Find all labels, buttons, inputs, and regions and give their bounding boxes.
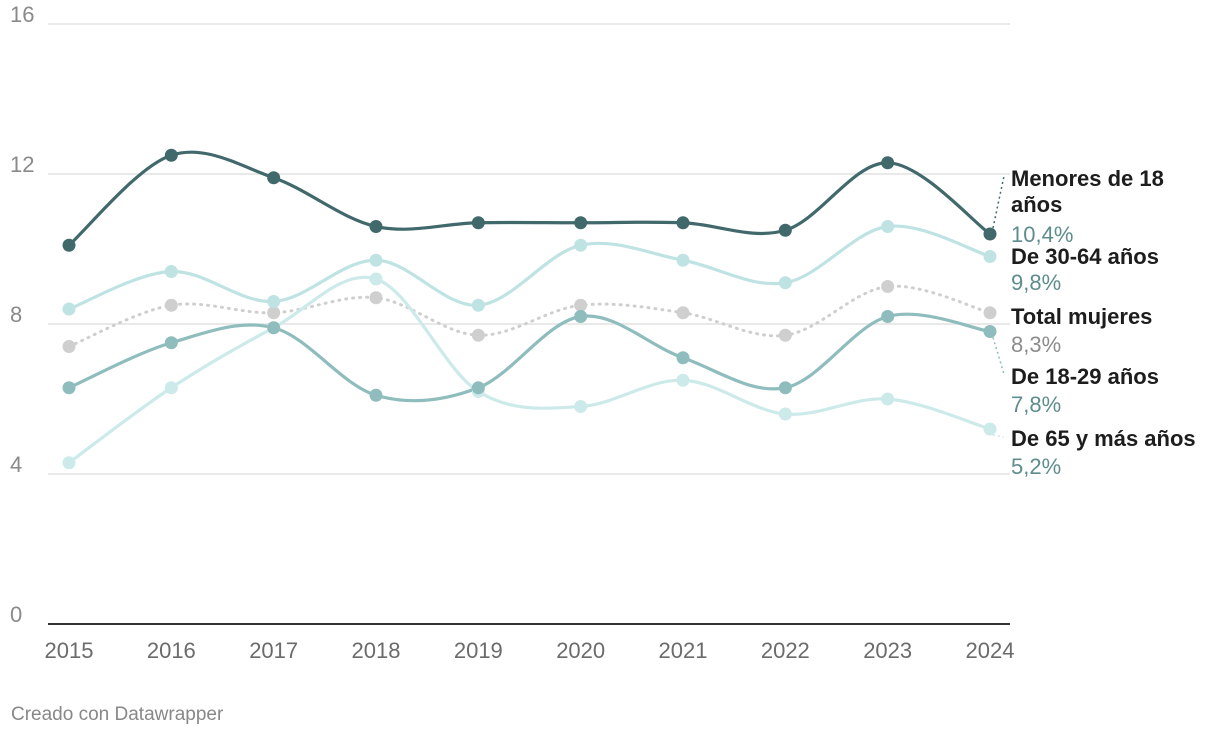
x-tick-label: 2015: [45, 638, 94, 663]
series-label-total-mujeres: Total mujeres: [1011, 304, 1152, 329]
x-tick-label: 2019: [454, 638, 503, 663]
data-point-de-18-29-anos: [369, 388, 383, 402]
data-point-de-65-y-mas-anos: [983, 422, 997, 436]
data-point-de-65-y-mas-anos: [164, 381, 178, 395]
data-point-total-mujeres: [676, 306, 690, 320]
data-point-de-18-29-anos: [881, 310, 895, 323]
data-point-menores-de-18-anos: [676, 216, 690, 230]
data-point-de-18-29-anos: [164, 336, 178, 350]
data-point-de-18-29-anos: [471, 381, 485, 395]
series-label-de-65-y-mas-anos: De 65 y más años: [1011, 426, 1196, 451]
y-axis-ticks: 0 4 8 12 16: [10, 2, 34, 627]
label-leader-line: [992, 337, 1005, 375]
series-value-de-18-29-anos: 7,8%: [1011, 392, 1061, 417]
data-point-de-30-64-anos: [471, 298, 485, 312]
data-point-de-65-y-mas-anos: [881, 392, 895, 406]
data-point-menores-de-18-anos: [574, 216, 588, 230]
x-tick-label: 2017: [249, 638, 298, 663]
data-point-menores-de-18-anos: [778, 223, 792, 237]
data-point-de-18-29-anos: [676, 351, 690, 365]
data-point-de-30-64-anos: [369, 253, 383, 267]
data-point-de-65-y-mas-anos: [369, 272, 383, 286]
data-point-de-30-64-anos: [267, 295, 281, 308]
data-point-total-mujeres: [369, 291, 383, 305]
x-axis-ticks: 2015 2016 2017 2018 2019 2020 2021 2022 2023 2024: [45, 638, 1015, 663]
data-point-de-30-64-anos: [62, 302, 76, 316]
data-point-de-18-29-anos: [574, 310, 588, 323]
series-line-de-65-y-mas-anos: [67, 275, 992, 465]
data-point-total-mujeres: [164, 298, 178, 312]
credit-text: Creado con Datawrapper: [11, 704, 224, 725]
series-label-de-18-29-anos: De 18-29 años: [1011, 364, 1159, 389]
line-chart: 0 4 8 12 16 2015 2016 2017 2018 2019 2020 2021 2022…: [10, 2, 1196, 663]
series-value-menores-de-18-anos: 10,4%: [1011, 222, 1073, 247]
label-leader-line: [992, 175, 1005, 229]
data-point-menores-de-18-anos: [267, 171, 281, 185]
data-point-de-30-64-anos: [164, 265, 178, 278]
data-point-de-30-64-anos: [881, 220, 895, 233]
series-line-de-30-64-anos: [67, 224, 992, 311]
x-tick-label: 2020: [556, 638, 605, 663]
x-tick-label: 2016: [147, 638, 196, 663]
series-label-menores-de-18-anos: Menores de 18: [1011, 166, 1164, 191]
data-point-menores-de-18-anos: [62, 238, 76, 252]
data-point-de-65-y-mas-anos: [62, 456, 76, 470]
data-point-total-mujeres: [574, 298, 588, 312]
data-point-de-18-29-anos: [983, 325, 997, 338]
x-tick-label: 2021: [659, 638, 708, 663]
label-leader-line: [992, 434, 1005, 438]
data-point-menores-de-18-anos: [369, 220, 383, 233]
x-tick-label: 2023: [863, 638, 912, 663]
series-points: [62, 148, 997, 470]
data-point-de-18-29-anos: [778, 381, 792, 395]
data-point-de-18-29-anos: [267, 321, 281, 335]
x-tick-label: 2018: [352, 638, 401, 663]
y-tick-label: 4: [10, 452, 22, 477]
y-tick-label: 8: [10, 302, 22, 327]
series-label-de-30-64-anos: De 30-64 años: [1011, 244, 1159, 269]
series-line-menores-de-18-anos: [67, 150, 992, 247]
data-point-de-30-64-anos: [574, 238, 588, 252]
data-point-total-mujeres: [778, 328, 792, 342]
x-tick-label: 2024: [966, 638, 1015, 663]
data-point-de-65-y-mas-anos: [574, 400, 588, 413]
y-tick-label: 16: [10, 2, 34, 27]
data-point-total-mujeres: [62, 340, 76, 353]
series-value-total-mujeres: 8,3%: [1011, 332, 1061, 357]
data-point-menores-de-18-anos: [983, 227, 997, 241]
series-line-total-mujeres: [67, 284, 992, 348]
grid-lines: [48, 23, 1010, 625]
x-tick-label: 2022: [761, 638, 810, 663]
series-label-menores-de-18-anos: años: [1011, 192, 1062, 217]
data-point-total-mujeres: [881, 280, 895, 293]
series-labels: Total mujeres 8,3% De 65 y más años 5,2% De …: [992, 166, 1196, 479]
data-point-total-mujeres: [983, 306, 997, 320]
data-point-de-65-y-mas-anos: [676, 373, 690, 387]
series-value-de-30-64-anos: 9,8%: [1011, 270, 1061, 295]
y-tick-label: 0: [10, 602, 22, 627]
data-point-de-30-64-anos: [778, 276, 792, 290]
data-point-de-30-64-anos: [983, 250, 997, 263]
data-point-total-mujeres: [267, 306, 281, 320]
data-point-de-30-64-anos: [676, 253, 690, 267]
series-lines: [67, 150, 992, 465]
series-value-de-65-y-mas-anos: 5,2%: [1011, 454, 1061, 479]
y-tick-label: 12: [10, 152, 34, 177]
data-point-total-mujeres: [471, 328, 485, 342]
data-point-menores-de-18-anos: [881, 156, 895, 170]
data-point-de-65-y-mas-anos: [778, 407, 792, 421]
data-point-de-18-29-anos: [62, 381, 76, 395]
series-line-de-18-29-anos: [67, 312, 992, 403]
data-point-menores-de-18-anos: [471, 216, 485, 230]
data-point-menores-de-18-anos: [164, 148, 178, 162]
